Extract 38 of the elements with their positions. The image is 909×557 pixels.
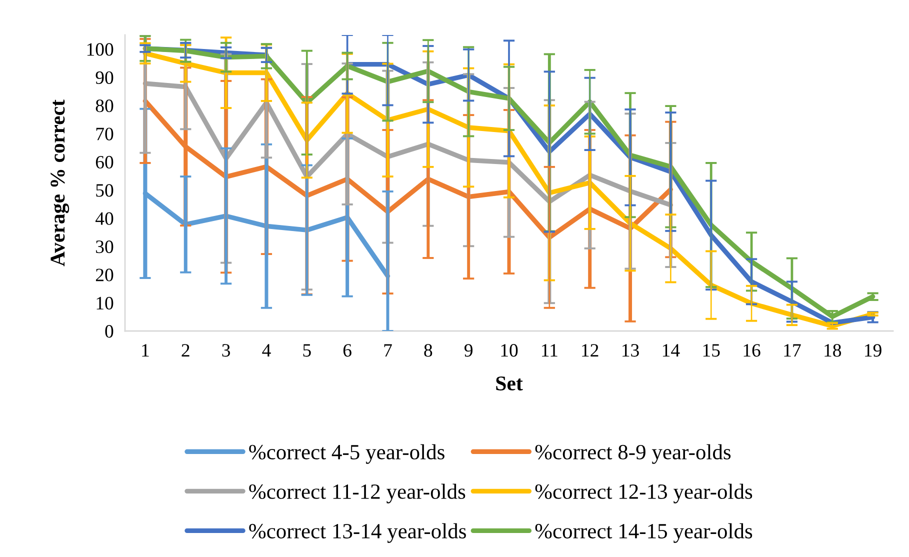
x-tick-label: 6 [343,344,352,357]
x-tick-label: 2 [182,344,190,357]
x-tick-label: 8 [424,344,432,357]
legend-label: %correct 12-13 year-olds [535,484,752,504]
y-axis-title: Average % correct [50,100,70,266]
y-tick-label: 80 [96,100,114,112]
x-tick-label: 10 [501,344,518,357]
y-tick-label: 70 [96,128,114,140]
legend-label: %correct 11-12 year-olds [249,484,466,504]
y-tick-label: 90 [96,71,114,84]
y-tick-label: 60 [96,156,114,169]
x-tick-label: 7 [384,344,392,357]
x-tick-label: 3 [222,344,230,357]
x-tick-label: 19 [865,344,882,357]
x-tick-label: 15 [703,344,720,357]
x-tick-label: 17 [784,344,801,357]
legend-label: %correct 14-15 year-olds [535,523,752,543]
y-tick-label: 0 [105,325,114,338]
x-tick-label: 9 [464,344,472,357]
y-tick-label: 30 [96,240,114,254]
x-tick-label: 1 [142,344,149,357]
y-tick-label: 10 [96,296,114,310]
x-tick-label: 13 [622,344,639,357]
x-tick-label: 4 [262,344,271,357]
x-tick-label: 11 [542,344,558,357]
x-tick-label: 14 [662,344,680,357]
x-tick-label: 5 [303,344,311,357]
x-tick-label: 18 [824,344,842,357]
y-tick-label: 20 [96,268,114,282]
legend-label: %correct 4-5 year-olds [249,444,444,464]
y-tick-label: 40 [96,212,114,225]
x-tick-label: 16 [744,344,760,357]
legend-label: %correct 13-14 year-olds [249,523,466,543]
legend-label: %correct 8-9 year-olds [535,444,731,464]
x-axis-title: Set [496,376,523,390]
y-tick-label: 100 [87,43,114,56]
y-tick-label: 50 [96,184,114,197]
x-tick-label: 12 [582,344,598,357]
